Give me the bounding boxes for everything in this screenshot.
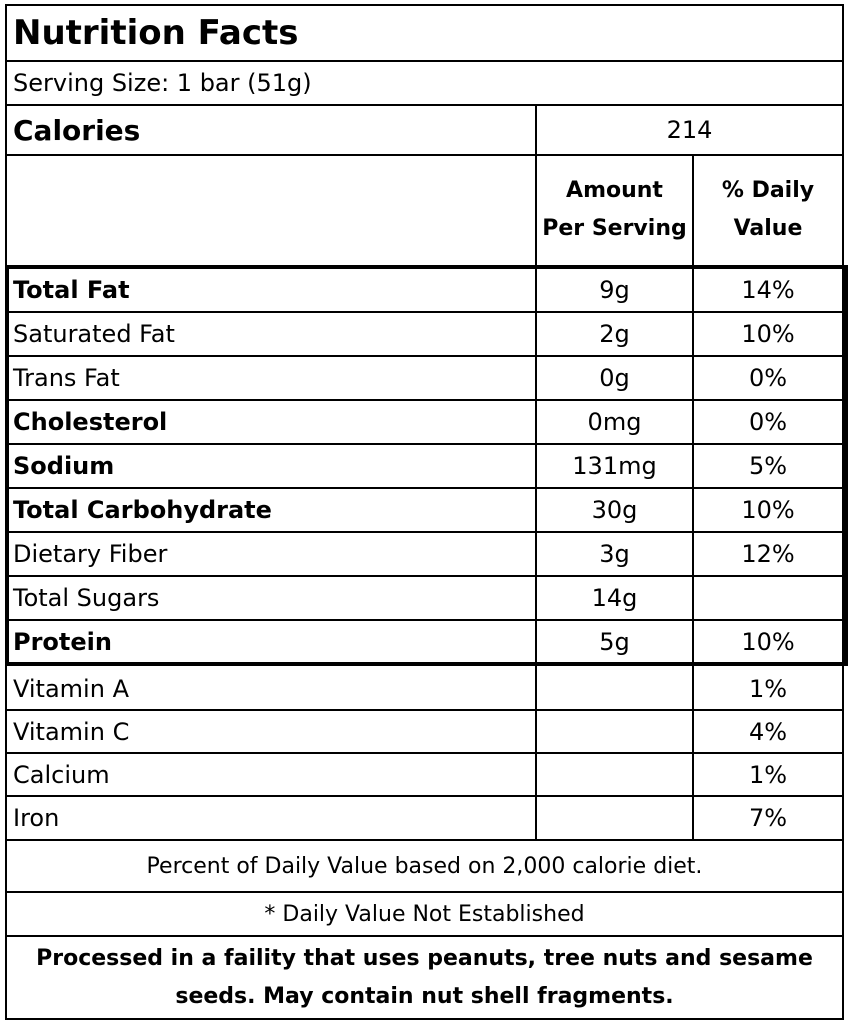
nutrient-name: Trans Fat <box>13 364 120 392</box>
vitamin-daily-value: 1% <box>748 760 788 789</box>
vitamin-daily-value: 1% <box>748 674 788 703</box>
divider <box>7 154 842 156</box>
footnote-not-established: * Daily Value Not Established <box>264 901 585 927</box>
nutrient-daily-value: 5% <box>748 452 788 480</box>
vitamin-name: Iron <box>13 803 60 832</box>
row-divider <box>7 795 842 797</box>
daily-value-header: % Daily Value <box>694 156 842 264</box>
nutrient-name: Protein <box>13 628 112 656</box>
row-divider <box>7 355 842 357</box>
nutrient-daily-value: 14% <box>741 276 795 304</box>
footnote-daily-value: Percent of Daily Value based on 2,000 ca… <box>146 853 703 879</box>
row-divider <box>7 399 842 401</box>
allergen-statement: Processed in a faility that uses peanuts… <box>7 937 842 1018</box>
nutrient-amount: 131mg <box>572 452 657 480</box>
divider <box>7 935 842 937</box>
dv-header-line1: % Daily <box>721 178 815 203</box>
vitamin-amount <box>537 667 692 710</box>
row-divider <box>7 443 842 445</box>
row-divider <box>7 311 842 313</box>
nutrient-amount: 5g <box>599 628 630 656</box>
nutrient-daily-value: 10% <box>741 320 795 348</box>
vitamin-daily-value: 7% <box>748 803 788 832</box>
row-divider <box>7 709 842 711</box>
nutrient-name: Dietary Fiber <box>13 540 168 568</box>
nutrient-name: Total Carbohydrate <box>13 496 272 524</box>
nutrient-name: Total Fat <box>13 276 130 304</box>
row-divider <box>7 619 842 621</box>
nutrient-daily-value <box>694 576 842 620</box>
vitamin-name: Vitamin C <box>13 717 130 746</box>
column-divider <box>535 104 537 839</box>
nutrient-amount: 0mg <box>587 408 642 436</box>
divider <box>7 891 842 893</box>
vitamin-amount <box>537 753 692 796</box>
calories-label: Calories <box>13 113 141 147</box>
vitamin-daily-value: 4% <box>748 717 788 746</box>
nutrient-daily-value: 10% <box>741 496 795 524</box>
nutrient-daily-value: 0% <box>748 408 788 436</box>
nutrient-box <box>5 265 848 666</box>
row-divider <box>7 531 842 533</box>
nutrient-name: Sodium <box>13 452 115 480</box>
divider <box>7 104 842 106</box>
allergen-line-2: seeds. May contain nut shell fragments. <box>175 983 674 1009</box>
nutrient-amount: 3g <box>599 540 630 568</box>
nutrient-amount: 30g <box>591 496 638 524</box>
vitamin-amount <box>537 710 692 753</box>
amount-header-line2: Per Serving <box>542 216 687 241</box>
amount-header-line1: Amount <box>566 178 663 203</box>
nutrient-amount: 0g <box>599 364 630 392</box>
nutrition-label: Nutrition Facts Serving Size: 1 bar (51g… <box>5 4 848 1020</box>
nutrient-daily-value: 12% <box>741 540 795 568</box>
vitamin-name: Vitamin A <box>13 674 129 703</box>
row-divider <box>7 752 842 754</box>
nutrient-amount: 2g <box>599 320 630 348</box>
row-divider <box>7 575 842 577</box>
nutrient-amount: 9g <box>599 276 630 304</box>
divider <box>7 60 842 62</box>
nutrient-name: Total Sugars <box>13 584 160 612</box>
row-divider <box>7 487 842 489</box>
allergen-line-1: Processed in a faility that uses peanuts… <box>36 945 813 971</box>
nutrient-daily-value: 0% <box>748 364 788 392</box>
calories-value: 214 <box>666 116 713 144</box>
column-divider <box>692 154 694 839</box>
nutrient-daily-value: 10% <box>741 628 795 656</box>
serving-size: Serving Size: 1 bar (51g) <box>13 69 312 97</box>
dv-header-line2: Value <box>733 216 803 241</box>
vitamin-amount <box>537 796 692 839</box>
nutrient-name: Cholesterol <box>13 408 168 436</box>
divider <box>7 839 842 841</box>
nutrient-name: Saturated Fat <box>13 320 175 348</box>
nutrient-amount: 14g <box>591 584 638 612</box>
amount-per-serving-header: Amount Per Serving <box>537 156 692 264</box>
vitamin-name: Calcium <box>13 760 110 789</box>
label-title: Nutrition Facts <box>13 13 299 53</box>
